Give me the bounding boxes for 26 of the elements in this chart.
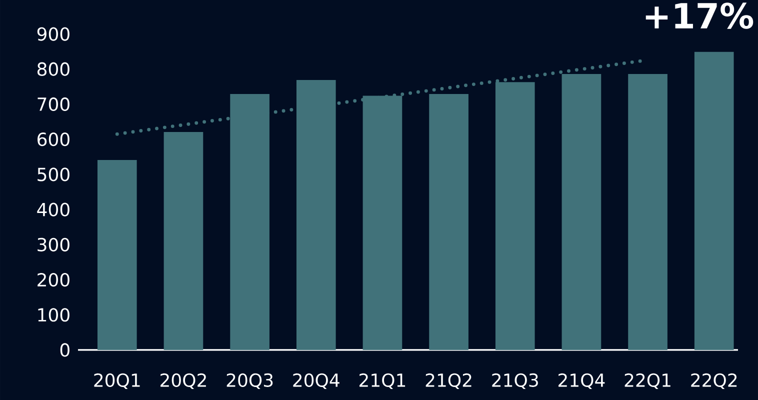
x-tick-label: 21Q1 (360, 373, 406, 390)
bar (164, 132, 204, 350)
x-tick-label: 20Q1 (94, 373, 140, 390)
x-tick-label: 20Q2 (160, 373, 206, 390)
y-tick-label: 800 (37, 62, 70, 76)
y-tick-label: 500 (38, 168, 70, 182)
x-tick-label: 21Q4 (558, 373, 605, 390)
y-tick-label: 0 (60, 343, 70, 357)
bar (97, 160, 137, 350)
x-tick-label: 20Q4 (293, 373, 340, 390)
x-tick-label: 21Q2 (426, 373, 472, 390)
x-tick-label: 21Q3 (492, 373, 538, 390)
y-tick-label: 400 (37, 202, 70, 216)
text: +17% (646, 2, 754, 29)
y-tick-label: 700 (38, 97, 70, 112)
bar (694, 52, 734, 350)
x-tick-label: 22Q1 (624, 373, 670, 390)
bar (429, 94, 468, 350)
y-tick-label: 200 (38, 272, 70, 287)
y-tick-label: 900 (37, 27, 70, 41)
x-tick-label: 22Q2 (691, 373, 737, 390)
y-tick-label: 100 (38, 308, 70, 322)
x-tick-label: 20Q3 (226, 373, 273, 390)
y-tick-label: 600 (38, 132, 70, 146)
bar (628, 74, 668, 350)
y-tick-label: 300 (38, 238, 70, 252)
